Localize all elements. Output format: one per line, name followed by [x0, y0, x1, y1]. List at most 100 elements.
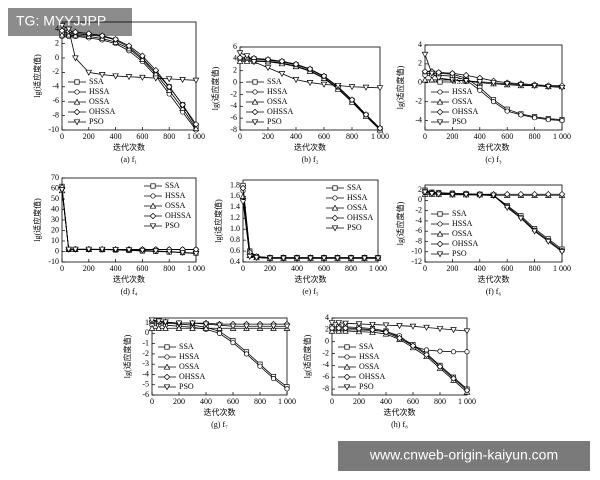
watermark-top: TG: MYYJJPP — [16, 13, 106, 29]
marker — [139, 74, 146, 81]
legend-label: HSSA — [452, 219, 473, 228]
marker — [257, 363, 263, 369]
marker — [517, 82, 525, 89]
marker — [436, 98, 444, 105]
legend-label: OSSA — [452, 97, 473, 106]
y-tick-label: -8 — [415, 236, 422, 245]
marker — [58, 27, 66, 34]
marker — [150, 183, 156, 189]
y-axis-label: lg(适应度值) — [122, 334, 132, 378]
y-tick-label: -8 — [52, 110, 59, 119]
legend-label: OHSSA — [452, 239, 478, 248]
legend-label: PSO — [179, 382, 194, 391]
x-axis-label: 迭代次数 — [478, 274, 510, 284]
marker — [139, 52, 146, 60]
y-tick-label: -6 — [52, 96, 59, 105]
marker — [437, 79, 443, 85]
y-axis-label: lg(适应度值) — [32, 198, 42, 242]
x-tick-label: 200 — [262, 132, 274, 141]
y-tick-label: 1 — [145, 318, 149, 327]
marker — [348, 96, 356, 104]
y-tick-label: -2 — [142, 349, 149, 358]
legend-label: SSA — [267, 77, 282, 86]
y-tick-label: 0.8 — [230, 235, 240, 244]
marker — [436, 119, 444, 126]
y-tick-label: 0 — [325, 337, 329, 346]
y-tick-label: 0 — [55, 53, 59, 62]
marker — [545, 117, 551, 123]
y-axis-label: lg(适应度值) — [302, 334, 312, 378]
y-tick-label: 0 — [145, 328, 149, 337]
marker — [428, 191, 436, 198]
axes-frame — [151, 317, 288, 396]
marker — [409, 323, 417, 330]
legend-label: PSO — [452, 249, 467, 258]
series-line — [424, 191, 563, 253]
marker — [462, 71, 470, 79]
marker — [331, 214, 339, 222]
x-tick-label: 800 — [529, 264, 541, 273]
y-tick-label: -4 — [322, 360, 329, 369]
caption: (c) f₃ — [485, 155, 502, 164]
marker — [343, 384, 351, 391]
y-tick-label: 2 — [233, 66, 237, 75]
legend-label: SSA — [165, 181, 180, 190]
axes-frame — [424, 44, 563, 131]
marker — [450, 327, 457, 334]
x-tick-label: 1 000 — [553, 264, 571, 273]
y-tick-label: 6 — [233, 42, 237, 51]
x-tick-label: 800 — [529, 132, 541, 141]
y-tick-label: -10 — [48, 125, 59, 134]
marker — [252, 79, 258, 85]
marker — [369, 321, 376, 328]
marker — [476, 79, 484, 86]
marker — [264, 65, 272, 72]
y-tick-label: -3 — [142, 359, 149, 368]
x-tick-label: 600 — [318, 264, 330, 273]
marker — [421, 189, 429, 196]
marker — [192, 77, 200, 84]
marker — [344, 344, 350, 350]
marker — [165, 83, 173, 91]
x-tick-label: 400 — [290, 132, 302, 141]
marker — [74, 89, 80, 95]
y-tick-label: 0 — [418, 195, 422, 204]
marker — [278, 57, 286, 65]
marker — [251, 119, 259, 126]
marker — [436, 326, 444, 333]
marker — [449, 77, 456, 84]
axes-frame — [424, 184, 563, 263]
marker — [436, 108, 444, 116]
x-tick-label: 400 — [474, 264, 486, 273]
y-tick-label: -8 — [230, 125, 237, 134]
x-tick-label: 200 — [353, 397, 365, 406]
marker — [189, 324, 196, 331]
marker — [347, 255, 355, 262]
marker — [150, 193, 156, 199]
marker — [139, 247, 146, 254]
marker — [490, 80, 497, 87]
x-tick-label: 400 — [474, 132, 486, 141]
marker — [236, 57, 244, 64]
marker — [517, 215, 525, 222]
series-line — [61, 25, 197, 81]
y-tick-label: 70 — [51, 173, 59, 182]
marker — [251, 98, 259, 105]
legend-label: PSO — [452, 117, 467, 126]
marker — [382, 322, 390, 329]
marker — [503, 205, 511, 212]
marker — [148, 324, 156, 331]
marker — [292, 60, 300, 68]
y-tick-label: 1.2 — [230, 213, 240, 222]
marker — [292, 77, 300, 84]
x-tick-label: 600 — [501, 264, 513, 273]
x-tick-label: 400 — [110, 264, 122, 273]
marker — [152, 75, 160, 82]
marker — [65, 26, 72, 33]
caption: (e) f₅ — [302, 287, 319, 296]
x-tick-label: 400 — [380, 397, 392, 406]
legend-label: PSO — [89, 117, 104, 126]
x-tick-label: 600 — [501, 132, 513, 141]
marker — [531, 228, 538, 235]
